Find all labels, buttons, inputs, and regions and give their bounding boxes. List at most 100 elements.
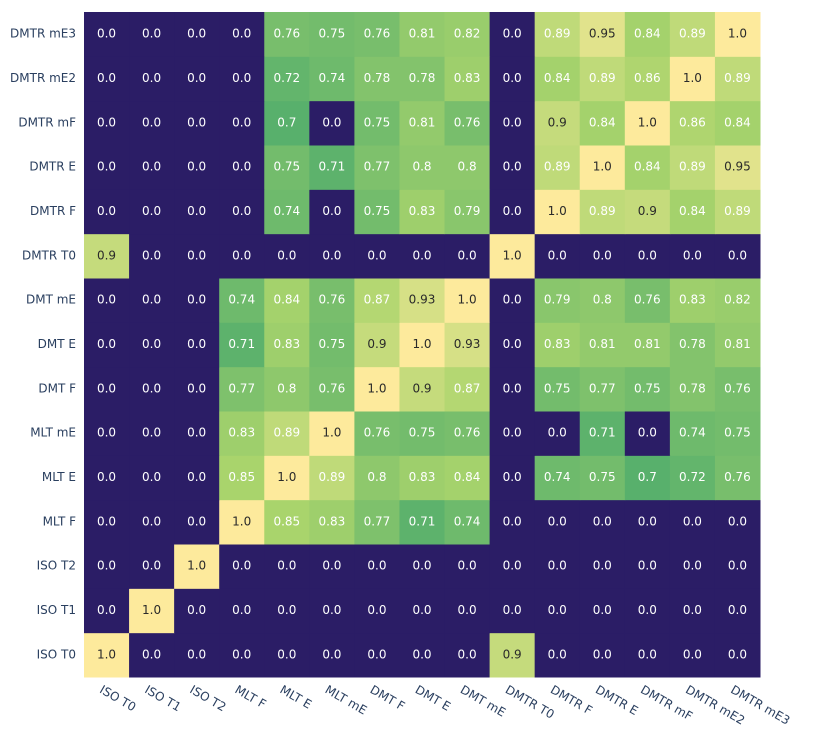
cell-label: 0.81 — [589, 337, 616, 351]
heatmap-cell — [399, 278, 446, 323]
cell-label: 0.75 — [319, 27, 346, 41]
cell-label: 0.0 — [277, 248, 296, 262]
cell-label: 0.74 — [228, 293, 255, 307]
y-tick-label: ISO T1 — [37, 603, 76, 617]
cell-label: 0.76 — [364, 426, 391, 440]
cell-label: 0.81 — [409, 27, 436, 41]
cell-label: 0.0 — [232, 160, 251, 174]
cell-label: 0.0 — [548, 647, 567, 661]
cell-label: 0.0 — [503, 381, 522, 395]
heatmap-cell — [714, 366, 761, 412]
cell-label: 0.75 — [364, 204, 391, 218]
cell-label: 0.0 — [548, 426, 567, 440]
heatmap-cell — [174, 366, 220, 412]
heatmap-cell — [534, 588, 581, 634]
cell-label: 0.87 — [454, 381, 481, 395]
cell-label: 0.84 — [634, 160, 661, 174]
cell-label: 0.83 — [409, 204, 436, 218]
heatmap-cell — [264, 100, 310, 146]
heatmap-cell — [489, 56, 536, 102]
cell-label: 0.78 — [679, 337, 706, 351]
cell-label: 0.0 — [97, 514, 116, 528]
heatmap-cell — [579, 233, 626, 279]
heatmap-cell — [84, 455, 130, 501]
heatmap-cell — [264, 56, 310, 102]
heatmap-cell — [354, 100, 400, 146]
heatmap-cell — [309, 455, 355, 501]
heatmap-cell — [444, 455, 491, 501]
heatmap-cell — [219, 322, 265, 368]
cell-label: 0.0 — [187, 426, 206, 440]
heatmap-cell — [444, 12, 491, 57]
cell-label: 0.89 — [679, 27, 706, 41]
heatmap-cell — [444, 56, 491, 102]
cell-label: 0.0 — [232, 603, 251, 617]
cell-label: 0.0 — [593, 514, 612, 528]
cell-label: 0.75 — [544, 381, 571, 395]
heatmap-cell — [309, 56, 355, 102]
cell-label: 0.0 — [503, 204, 522, 218]
cell-label: 0.0 — [367, 559, 386, 573]
heatmap-cell — [129, 189, 175, 235]
heatmap-cell — [534, 411, 581, 456]
heatmap-cell — [264, 233, 310, 279]
cell-label: 0.0 — [97, 337, 116, 351]
heatmap-cell — [534, 366, 581, 412]
heatmap-cell — [264, 145, 310, 190]
cell-label: 0.89 — [273, 426, 300, 440]
cell-label: 0.84 — [273, 293, 300, 307]
heatmap-cell — [174, 189, 220, 235]
cell-label: 0.89 — [544, 27, 571, 41]
cell-label: 0.0 — [548, 248, 567, 262]
heatmap-cell — [399, 366, 446, 412]
heatmap-cell — [624, 189, 671, 235]
heatmap-cell — [669, 366, 716, 412]
heatmap-cell — [399, 56, 446, 102]
heatmap-cell — [399, 588, 446, 634]
heatmap-cell — [669, 544, 716, 589]
heatmap-cell — [129, 233, 175, 279]
cell-label: 0.0 — [638, 647, 657, 661]
cell-label: 0.0 — [187, 603, 206, 617]
heatmap-cell — [624, 499, 671, 545]
cell-label: 0.0 — [322, 603, 341, 617]
heatmap-cell — [444, 322, 491, 368]
cell-label: 0.75 — [409, 426, 436, 440]
heatmap-cell — [219, 278, 265, 323]
cell-label: 0.84 — [679, 204, 706, 218]
cell-label: 0.75 — [319, 337, 346, 351]
heatmap-cell — [444, 366, 491, 412]
cell-label: 0.0 — [638, 603, 657, 617]
heatmap-cell — [399, 145, 446, 190]
heatmap-cell — [444, 278, 491, 323]
heatmap-cell — [129, 455, 175, 501]
cell-label: 0.85 — [273, 514, 300, 528]
cell-label: 0.0 — [593, 603, 612, 617]
heatmap-cell — [669, 233, 716, 279]
heatmap-cell — [84, 411, 130, 456]
cell-label: 0.75 — [364, 115, 391, 129]
heatmap-cell — [624, 233, 671, 279]
cell-label: 0.0 — [142, 115, 161, 129]
cell-label: 0.0 — [638, 248, 657, 262]
heatmap-cell — [309, 499, 355, 545]
cell-label: 0.0 — [232, 27, 251, 41]
heatmap-cell — [624, 544, 671, 589]
heatmap-cell — [264, 322, 310, 368]
heatmap-cell — [579, 455, 626, 501]
heatmap-cell — [489, 12, 536, 57]
y-tick-label: DMTR mE3 — [10, 27, 76, 41]
cell-label: 0.89 — [724, 204, 751, 218]
cell-label: 0.0 — [187, 293, 206, 307]
cell-label: 0.0 — [232, 647, 251, 661]
heatmap-cell — [219, 588, 265, 634]
heatmap-cell — [219, 366, 265, 412]
heatmap-cell — [534, 278, 581, 323]
cell-label: 0.81 — [634, 337, 661, 351]
y-tick-label: DMT F — [38, 381, 76, 395]
cell-label: 0.0 — [187, 115, 206, 129]
heatmap-cell — [579, 189, 626, 235]
heatmap-cell — [84, 322, 130, 368]
cell-label: 0.77 — [364, 514, 391, 528]
cell-label: 0.0 — [187, 514, 206, 528]
